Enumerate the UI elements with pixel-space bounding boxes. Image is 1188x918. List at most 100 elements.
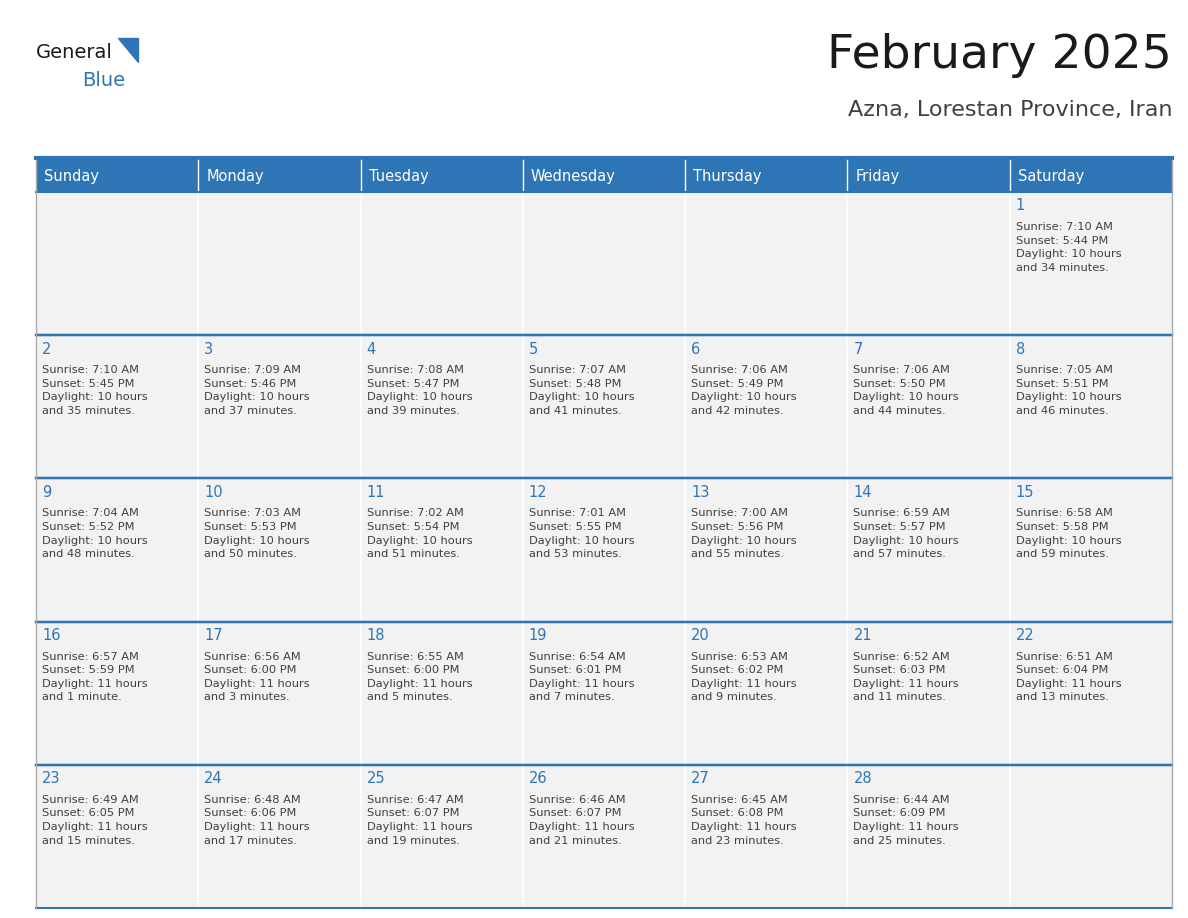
Text: Sunrise: 7:07 AM
Sunset: 5:48 PM
Daylight: 10 hours
and 41 minutes.: Sunrise: 7:07 AM Sunset: 5:48 PM Dayligh… — [529, 365, 634, 416]
Text: 10: 10 — [204, 485, 223, 500]
Text: Sunrise: 7:10 AM
Sunset: 5:44 PM
Daylight: 10 hours
and 34 minutes.: Sunrise: 7:10 AM Sunset: 5:44 PM Dayligh… — [1016, 222, 1121, 273]
Text: 5: 5 — [529, 341, 538, 357]
Text: Sunrise: 7:08 AM
Sunset: 5:47 PM
Daylight: 10 hours
and 39 minutes.: Sunrise: 7:08 AM Sunset: 5:47 PM Dayligh… — [367, 365, 472, 416]
Bar — [361, 621, 523, 765]
Text: Thursday: Thursday — [693, 169, 762, 184]
Text: 22: 22 — [1016, 628, 1035, 644]
Text: 25: 25 — [367, 771, 385, 787]
Bar — [36, 192, 198, 335]
Bar — [523, 765, 685, 908]
Text: Sunrise: 6:52 AM
Sunset: 6:03 PM
Daylight: 11 hours
and 11 minutes.: Sunrise: 6:52 AM Sunset: 6:03 PM Dayligh… — [853, 652, 959, 702]
Text: 14: 14 — [853, 485, 872, 500]
Text: Sunrise: 7:10 AM
Sunset: 5:45 PM
Daylight: 10 hours
and 35 minutes.: Sunrise: 7:10 AM Sunset: 5:45 PM Dayligh… — [42, 365, 147, 416]
Bar — [1010, 192, 1173, 335]
Bar — [361, 765, 523, 908]
Text: 3: 3 — [204, 341, 214, 357]
Text: Sunrise: 6:54 AM
Sunset: 6:01 PM
Daylight: 11 hours
and 7 minutes.: Sunrise: 6:54 AM Sunset: 6:01 PM Dayligh… — [529, 652, 634, 702]
Text: Sunrise: 7:02 AM
Sunset: 5:54 PM
Daylight: 10 hours
and 51 minutes.: Sunrise: 7:02 AM Sunset: 5:54 PM Dayligh… — [367, 509, 472, 559]
Text: Sunrise: 6:51 AM
Sunset: 6:04 PM
Daylight: 11 hours
and 13 minutes.: Sunrise: 6:51 AM Sunset: 6:04 PM Dayligh… — [1016, 652, 1121, 702]
Text: Sunrise: 6:44 AM
Sunset: 6:09 PM
Daylight: 11 hours
and 25 minutes.: Sunrise: 6:44 AM Sunset: 6:09 PM Dayligh… — [853, 795, 959, 845]
Text: Sunrise: 7:01 AM
Sunset: 5:55 PM
Daylight: 10 hours
and 53 minutes.: Sunrise: 7:01 AM Sunset: 5:55 PM Dayligh… — [529, 509, 634, 559]
Text: Blue: Blue — [82, 71, 125, 89]
Bar — [198, 335, 361, 478]
Text: 9: 9 — [42, 485, 51, 500]
Text: Sunday: Sunday — [44, 169, 99, 184]
Bar — [1010, 621, 1173, 765]
Text: Sunrise: 7:09 AM
Sunset: 5:46 PM
Daylight: 10 hours
and 37 minutes.: Sunrise: 7:09 AM Sunset: 5:46 PM Dayligh… — [204, 365, 310, 416]
Polygon shape — [118, 38, 138, 62]
Text: 7: 7 — [853, 341, 862, 357]
Bar — [198, 478, 361, 621]
Bar — [36, 765, 198, 908]
Text: 24: 24 — [204, 771, 223, 787]
Text: Azna, Lorestan Province, Iran: Azna, Lorestan Province, Iran — [847, 100, 1173, 120]
Text: 26: 26 — [529, 771, 548, 787]
Text: Monday: Monday — [207, 169, 264, 184]
Bar — [1010, 335, 1173, 478]
Text: Friday: Friday — [855, 169, 899, 184]
Text: Sunrise: 7:00 AM
Sunset: 5:56 PM
Daylight: 10 hours
and 55 minutes.: Sunrise: 7:00 AM Sunset: 5:56 PM Dayligh… — [691, 509, 797, 559]
Text: 16: 16 — [42, 628, 61, 644]
Text: Sunrise: 7:06 AM
Sunset: 5:49 PM
Daylight: 10 hours
and 42 minutes.: Sunrise: 7:06 AM Sunset: 5:49 PM Dayligh… — [691, 365, 797, 416]
Bar — [685, 478, 847, 621]
Bar — [36, 478, 198, 621]
Text: Sunrise: 7:05 AM
Sunset: 5:51 PM
Daylight: 10 hours
and 46 minutes.: Sunrise: 7:05 AM Sunset: 5:51 PM Dayligh… — [1016, 365, 1121, 416]
Text: Saturday: Saturday — [1018, 169, 1083, 184]
Text: Sunrise: 6:55 AM
Sunset: 6:00 PM
Daylight: 11 hours
and 5 minutes.: Sunrise: 6:55 AM Sunset: 6:00 PM Dayligh… — [367, 652, 472, 702]
Bar — [198, 160, 361, 192]
Bar — [847, 478, 1010, 621]
Text: 15: 15 — [1016, 485, 1035, 500]
Text: Sunrise: 7:04 AM
Sunset: 5:52 PM
Daylight: 10 hours
and 48 minutes.: Sunrise: 7:04 AM Sunset: 5:52 PM Dayligh… — [42, 509, 147, 559]
Text: February 2025: February 2025 — [827, 32, 1173, 77]
Bar — [36, 335, 198, 478]
Text: General: General — [36, 42, 113, 62]
Text: Sunrise: 6:56 AM
Sunset: 6:00 PM
Daylight: 11 hours
and 3 minutes.: Sunrise: 6:56 AM Sunset: 6:00 PM Dayligh… — [204, 652, 310, 702]
Bar — [523, 621, 685, 765]
Bar — [361, 335, 523, 478]
Text: Sunrise: 6:59 AM
Sunset: 5:57 PM
Daylight: 10 hours
and 57 minutes.: Sunrise: 6:59 AM Sunset: 5:57 PM Dayligh… — [853, 509, 959, 559]
Bar — [847, 192, 1010, 335]
Text: 17: 17 — [204, 628, 223, 644]
Text: 28: 28 — [853, 771, 872, 787]
Bar — [1010, 478, 1173, 621]
Text: 6: 6 — [691, 341, 701, 357]
Text: Sunrise: 7:06 AM
Sunset: 5:50 PM
Daylight: 10 hours
and 44 minutes.: Sunrise: 7:06 AM Sunset: 5:50 PM Dayligh… — [853, 365, 959, 416]
Text: Sunrise: 6:47 AM
Sunset: 6:07 PM
Daylight: 11 hours
and 19 minutes.: Sunrise: 6:47 AM Sunset: 6:07 PM Dayligh… — [367, 795, 472, 845]
Bar — [36, 160, 198, 192]
Bar — [198, 192, 361, 335]
Text: Wednesday: Wednesday — [531, 169, 615, 184]
Bar — [361, 192, 523, 335]
Text: Sunrise: 6:45 AM
Sunset: 6:08 PM
Daylight: 11 hours
and 23 minutes.: Sunrise: 6:45 AM Sunset: 6:08 PM Dayligh… — [691, 795, 797, 845]
Text: Sunrise: 6:53 AM
Sunset: 6:02 PM
Daylight: 11 hours
and 9 minutes.: Sunrise: 6:53 AM Sunset: 6:02 PM Dayligh… — [691, 652, 797, 702]
Text: 18: 18 — [367, 628, 385, 644]
Bar — [523, 160, 685, 192]
Text: Sunrise: 6:46 AM
Sunset: 6:07 PM
Daylight: 11 hours
and 21 minutes.: Sunrise: 6:46 AM Sunset: 6:07 PM Dayligh… — [529, 795, 634, 845]
Bar — [685, 621, 847, 765]
Text: 1: 1 — [1016, 198, 1025, 214]
Bar — [198, 621, 361, 765]
Text: 27: 27 — [691, 771, 710, 787]
Text: 8: 8 — [1016, 341, 1025, 357]
Text: 2: 2 — [42, 341, 51, 357]
Text: 23: 23 — [42, 771, 61, 787]
Text: 12: 12 — [529, 485, 548, 500]
Text: 21: 21 — [853, 628, 872, 644]
Bar — [36, 621, 198, 765]
Bar — [685, 335, 847, 478]
Bar — [685, 192, 847, 335]
Bar — [847, 160, 1010, 192]
Text: 13: 13 — [691, 485, 709, 500]
Bar — [685, 765, 847, 908]
Text: Sunrise: 6:48 AM
Sunset: 6:06 PM
Daylight: 11 hours
and 17 minutes.: Sunrise: 6:48 AM Sunset: 6:06 PM Dayligh… — [204, 795, 310, 845]
Text: Sunrise: 6:57 AM
Sunset: 5:59 PM
Daylight: 11 hours
and 1 minute.: Sunrise: 6:57 AM Sunset: 5:59 PM Dayligh… — [42, 652, 147, 702]
Bar — [847, 765, 1010, 908]
Text: Sunrise: 6:58 AM
Sunset: 5:58 PM
Daylight: 10 hours
and 59 minutes.: Sunrise: 6:58 AM Sunset: 5:58 PM Dayligh… — [1016, 509, 1121, 559]
Bar — [523, 192, 685, 335]
Text: 4: 4 — [367, 341, 375, 357]
Bar — [847, 621, 1010, 765]
Bar — [1010, 160, 1173, 192]
Text: Sunrise: 7:03 AM
Sunset: 5:53 PM
Daylight: 10 hours
and 50 minutes.: Sunrise: 7:03 AM Sunset: 5:53 PM Dayligh… — [204, 509, 310, 559]
Bar — [847, 335, 1010, 478]
Bar — [361, 160, 523, 192]
Bar — [198, 765, 361, 908]
